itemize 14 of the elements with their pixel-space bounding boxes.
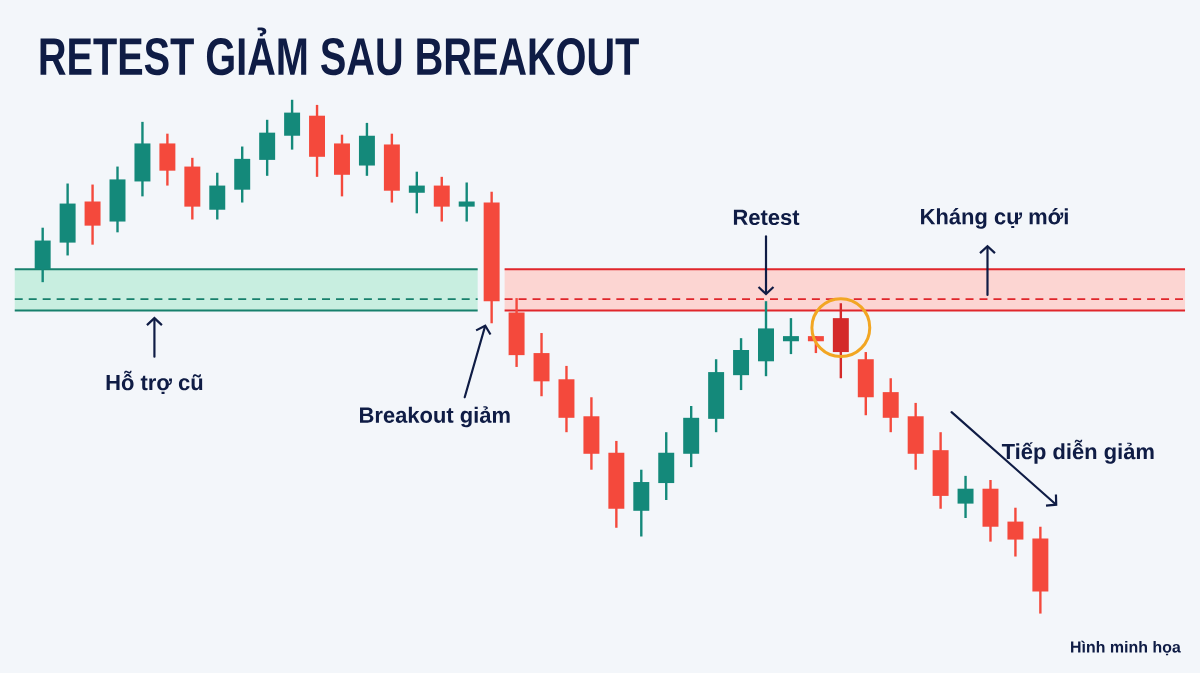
chart-title: RETEST GIẢM SAU BREAKOUT xyxy=(40,27,639,76)
candlestick xyxy=(458,181,475,223)
annotation: Breakout giảm xyxy=(360,406,510,428)
annotation: Hỗ trợ cũ xyxy=(106,370,203,394)
annotation: Retest xyxy=(733,209,800,225)
candlestick xyxy=(1007,506,1024,558)
text: Hình minh họa xyxy=(1071,640,1181,656)
annotation: Kháng cự mới xyxy=(921,207,1068,229)
candlestick xyxy=(408,170,425,215)
annotation: Tiếp diễn giảm xyxy=(1001,439,1154,464)
candlestick xyxy=(284,98,301,151)
candlestick xyxy=(957,474,974,519)
candlestick xyxy=(782,316,799,356)
candlestick xyxy=(433,175,450,223)
